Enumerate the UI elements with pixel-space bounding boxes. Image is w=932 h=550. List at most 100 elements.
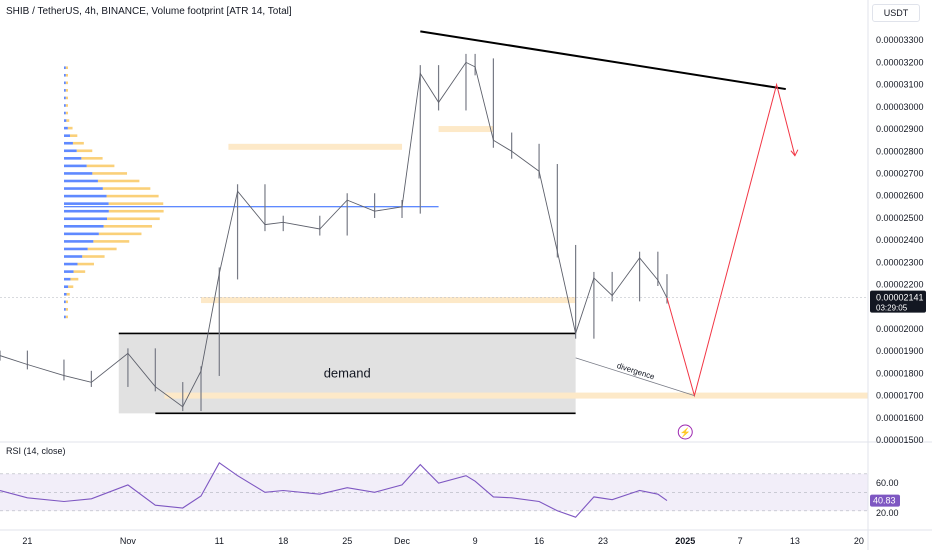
- volume-profile-bar: [64, 179, 98, 183]
- price-tick-label: 0.00001900: [876, 346, 924, 356]
- volume-profile-bar: [64, 126, 68, 130]
- support-zone: [201, 297, 576, 304]
- volume-profile-bar: [64, 157, 82, 160]
- volume-profile-bar: [64, 217, 108, 221]
- volume-profile-bar: [69, 134, 78, 137]
- price-tick-label: 0.00001600: [876, 413, 924, 423]
- volume-profile-bar: [82, 255, 105, 258]
- currency-selector[interactable]: USDT: [872, 4, 920, 22]
- price-tick-label: 0.00002600: [876, 191, 924, 201]
- chart-title: SHIB / TetherUS, 4h, BINANCE, Volume foo…: [6, 6, 292, 17]
- volume-profile-bar: [64, 81, 66, 85]
- volume-profile-bar: [66, 119, 70, 122]
- time-tick-label: 11: [215, 536, 224, 546]
- price-tick-label: 0.00001500: [876, 435, 924, 445]
- last-price-label: 0.00002141: [876, 293, 924, 303]
- flash-icon: [677, 424, 693, 440]
- support-zone: [164, 392, 869, 399]
- volume-profile-bar: [64, 119, 67, 122]
- volume-profile-bar: [106, 194, 159, 198]
- annotations: demand divergence ⚡: [324, 30, 799, 440]
- volume-profile-bar: [65, 111, 68, 115]
- volume-profile-bar: [67, 126, 73, 130]
- volume-profile-bar: [64, 232, 99, 236]
- time-tick-label: Nov: [120, 536, 137, 546]
- divergence-label: divergence: [616, 361, 657, 382]
- trendline: [420, 30, 786, 91]
- time-tick-label: 20: [854, 536, 864, 546]
- volume-profile-bar: [64, 315, 66, 319]
- price-tick-label: 0.00002000: [876, 324, 924, 334]
- time-tick-label: 25: [342, 536, 352, 546]
- rsi-last-label: 40.83: [873, 496, 896, 506]
- volume-profile-bar: [64, 277, 71, 281]
- zones: [118, 126, 869, 415]
- volume-profile-bar: [64, 285, 69, 289]
- volume-profile-bar: [65, 300, 68, 304]
- price-tick-label: 0.00003100: [876, 80, 924, 90]
- volume-profile-bar: [87, 247, 117, 251]
- price-tick-label: 0.00002200: [876, 280, 924, 290]
- volume-profile-bar: [65, 66, 68, 70]
- price-tick-label: 0.00003300: [876, 35, 924, 45]
- rsi-last-tag: [870, 494, 900, 507]
- volume-profile-bar: [92, 172, 128, 175]
- volume-profile-bar: [64, 240, 94, 243]
- volume-profile-bar: [86, 164, 115, 168]
- price-tick-label: 0.00002800: [876, 146, 924, 156]
- volume-profile-bar: [64, 111, 66, 115]
- rsi-title: RSI (14, close): [6, 446, 66, 456]
- volume-profile-bar: [93, 240, 130, 243]
- volume-profile-bar: [72, 141, 84, 145]
- volume-profile-bar: [103, 225, 153, 228]
- projection-arrowhead: [790, 149, 799, 157]
- rsi-tick-label: 60.00: [876, 478, 899, 488]
- volume-profile-bar: [73, 270, 86, 273]
- volume-profile-bar: [65, 315, 68, 319]
- price-tick-label: 0.00003200: [876, 57, 924, 67]
- demand-zone: [118, 333, 576, 414]
- resistance-zone: [228, 143, 403, 150]
- volume-profile-bar: [65, 89, 68, 92]
- time-tick-label: 9: [473, 536, 478, 546]
- volume-profile-bar: [64, 141, 73, 145]
- price-line: [0, 61, 668, 408]
- time-tick-label: 21: [22, 536, 32, 546]
- volume-profile: [64, 66, 439, 319]
- countdown-label: 03:29:05: [876, 304, 908, 313]
- volume-profile-bar: [70, 277, 79, 281]
- volume-profile-bar: [64, 255, 83, 258]
- volume-profile-bar: [64, 89, 66, 92]
- time-tick-label: 7: [738, 536, 743, 546]
- price-tick-label: 0.00002900: [876, 124, 924, 134]
- volume-profile-bar: [64, 104, 66, 107]
- volume-profile-bar: [66, 292, 70, 296]
- volume-profile-bar: [64, 66, 66, 70]
- volume-profile-bar: [64, 187, 103, 190]
- volume-profile-bar: [64, 149, 77, 153]
- time-tick-label: Dec: [394, 536, 411, 546]
- volume-profile-bar: [102, 187, 151, 190]
- volume-profile-bar: [76, 149, 93, 153]
- volume-profile-bar: [64, 209, 109, 213]
- time-tick-label: 16: [534, 536, 544, 546]
- divergence-arrow: [575, 357, 695, 396]
- price-tick-label: 0.00002700: [876, 168, 924, 178]
- volume-profile-bar: [68, 285, 74, 289]
- price-tick-label: 0.00002400: [876, 235, 924, 245]
- volume-profile-bar: [108, 202, 164, 205]
- rsi-line: [0, 461, 668, 518]
- price-tick-label: 0.00002300: [876, 257, 924, 267]
- volume-profile-bar: [64, 225, 104, 228]
- volume-profile-bar: [107, 217, 160, 221]
- volume-profile-bar: [97, 179, 140, 183]
- time-tick-label: 2025: [675, 536, 695, 546]
- volume-profile-bar: [64, 262, 78, 266]
- volume-profile-bar: [65, 308, 68, 311]
- volume-profile-bar: [64, 172, 93, 175]
- price-tick-label: 0.00002500: [876, 213, 924, 223]
- price-tick-label: 0.00001700: [876, 391, 924, 401]
